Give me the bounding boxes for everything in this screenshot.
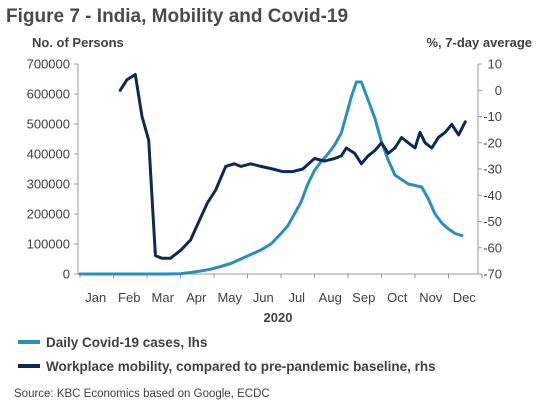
x-tick-label: Sep [352,290,375,305]
y-axis-right-label: %, 7-day average [426,35,532,50]
chart-plot: 0 100000 200000 300000 400000 500000 600000 700… [27,57,502,326]
x-tick-label: Dec [453,290,477,305]
y-left-tick-label: 600000 [27,87,70,102]
y-right-tick-label: -50 [483,214,502,229]
y-axis-left-label: No. of Persons [32,35,124,50]
y-right-tick-label: 0 [495,83,502,98]
y-right-tick-label: -20 [483,135,502,150]
y-left-tick-label: 200000 [27,207,70,222]
legend-item-mobility: Workplace mobility, compared to pre-pand… [18,354,436,378]
x-axis-label: 2020 [264,310,293,325]
x-tick-label: Apr [186,290,207,305]
y-right-tick-label: -70 [483,267,502,282]
y-right-tick-label: 10 [488,57,502,72]
x-tick-label: Feb [118,290,140,305]
series-line-cases [78,80,464,276]
y-left-tick-label: 500000 [27,117,70,132]
x-tick-label: Jul [288,290,305,305]
legend-item-cases: Daily Covid-19 cases, lhs [18,330,436,354]
source-note: Source: KBC Economics based on Google, E… [14,388,270,400]
y-left-tick-label: 300000 [27,177,70,192]
legend-swatch-cases [18,340,40,344]
x-tick-label: Jan [85,290,106,305]
x-tick-label: Oct [387,290,408,305]
legend-swatch-mobility [18,364,40,368]
y-left-tick-label: 100000 [27,237,70,252]
y-right-tick-label: -60 [483,240,502,255]
x-tick-label: Jun [253,290,274,305]
x-tick-label: Mar [152,290,175,305]
series-line-mobility [118,73,467,260]
legend-label-mobility: Workplace mobility, compared to pre-pand… [46,358,436,374]
y-right-tick-label: -10 [483,109,502,124]
x-tick-label: Nov [419,290,443,305]
y-right-tick-label: -40 [483,188,502,203]
y-left-tick-label: 700000 [27,57,70,72]
y-right-tick-label: -30 [483,162,502,177]
x-tick-label: Aug [319,290,342,305]
legend-label-cases: Daily Covid-19 cases, lhs [46,334,208,350]
x-tick-label: May [217,290,242,305]
chart-title: Figure 7 - India, Mobility and Covid-19 [6,6,349,27]
y-left-tick-label: 400000 [27,147,70,162]
legend: Daily Covid-19 cases, lhs Workplace mobi… [18,330,436,378]
y-left-tick-label: 0 [63,267,70,282]
